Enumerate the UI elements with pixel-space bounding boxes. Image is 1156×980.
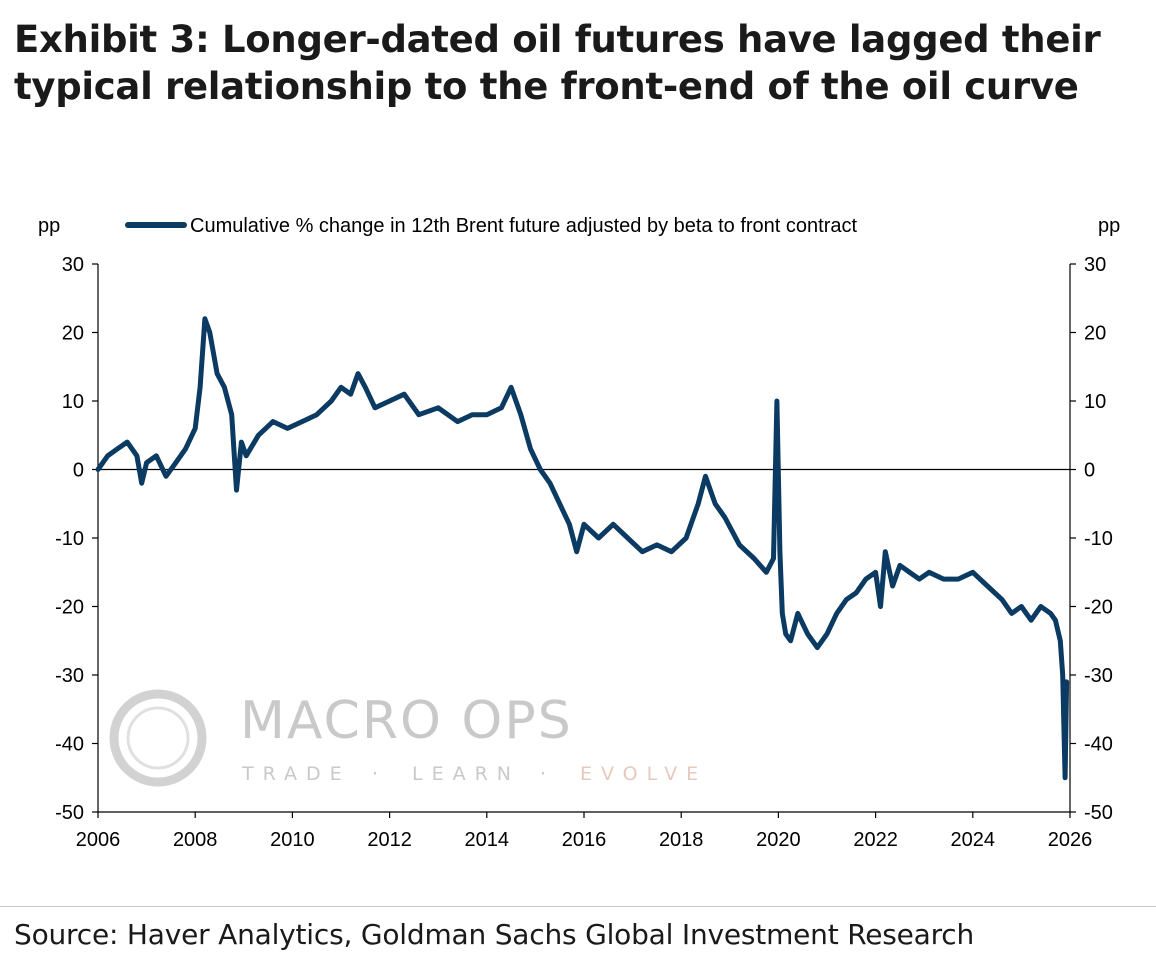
y-axis-unit-left: pp: [38, 215, 60, 237]
x-tick-label: 2018: [659, 829, 704, 851]
watermark: MACRO OPS TRADE · LEARN · EVOLVE: [109, 689, 707, 787]
x-tick-label: 2014: [465, 829, 510, 851]
x-tick-label: 2010: [270, 829, 315, 851]
watermark-name: MACRO OPS: [240, 691, 573, 751]
x-tick-label: 2016: [562, 829, 607, 851]
legend-label: Cumulative % change in 12th Brent future…: [190, 215, 858, 237]
watermark-logo-inner-ring: [126, 706, 190, 770]
y-tick-label-left: -50: [55, 802, 84, 824]
y-tick-label-left: 10: [62, 391, 84, 413]
y-tick-label-left: -20: [55, 597, 84, 619]
y-tick-label-right: -30: [1084, 665, 1113, 687]
y-tick-label-left: -40: [55, 734, 84, 756]
watermark-tagline-word: TRADE: [241, 763, 351, 785]
y-tick-label-left: -30: [55, 665, 84, 687]
x-tick-label: 2012: [367, 829, 412, 851]
y-tick-label-left: 30: [62, 254, 84, 276]
y-tick-label-left: 0: [73, 460, 84, 482]
series-line: [95, 316, 1070, 781]
y-tick-label-right: 20: [1084, 323, 1106, 345]
watermark-tagline-dot: ·: [540, 763, 555, 785]
y-tick-label-left: -10: [55, 528, 84, 550]
y-tick-label-right: 0: [1084, 460, 1095, 482]
watermark-tagline-word: EVOLVE: [580, 763, 707, 785]
source-note: Source: Haver Analytics, Goldman Sachs G…: [14, 918, 975, 951]
x-tick-label: 2020: [756, 829, 801, 851]
footer-divider: [0, 906, 1156, 907]
y-tick-label-left: 20: [62, 323, 84, 345]
x-tick-label: 2026: [1048, 829, 1093, 851]
line-chart: MACRO OPS TRADE · LEARN · EVOLVE pp pp C…: [38, 215, 1120, 851]
y-tick-label-right: -50: [1084, 802, 1113, 824]
y-tick-label-right: -20: [1084, 597, 1113, 619]
watermark-tagline-dot: ·: [372, 763, 387, 785]
chart-title: Exhibit 3: Longer-dated oil futures have…: [14, 18, 1101, 108]
y-tick-label-right: -40: [1084, 734, 1113, 756]
x-tick-label: 2006: [76, 829, 121, 851]
y-tick-label-right: -10: [1084, 528, 1113, 550]
y-axis-unit-right: pp: [1098, 215, 1120, 237]
y-tick-label-right: 30: [1084, 254, 1106, 276]
x-tick-label: 2022: [853, 829, 898, 851]
watermark-tagline-word: LEARN: [412, 763, 520, 785]
x-tick-label: 2024: [951, 829, 996, 851]
x-tick-label: 2008: [173, 829, 218, 851]
y-tick-label-right: 10: [1084, 391, 1106, 413]
watermark-logo-icon: [109, 689, 207, 787]
